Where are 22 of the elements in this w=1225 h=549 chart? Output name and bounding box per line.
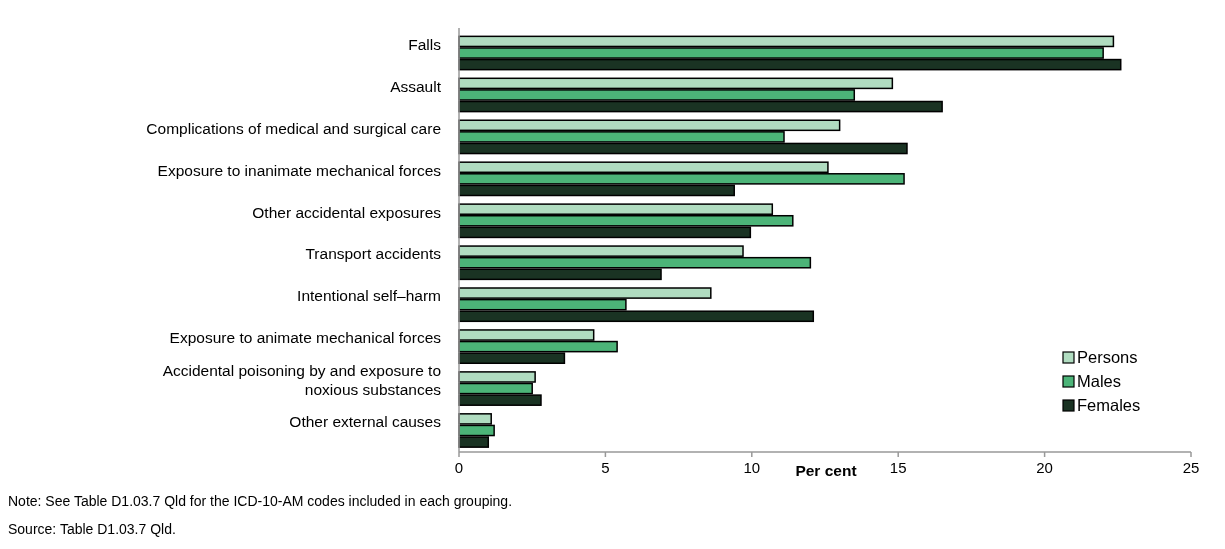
x-tick-label: 5 [601,459,610,476]
legend-label: Males [1077,372,1122,390]
x-tick-label: 10 [743,459,761,476]
x-tick-label: 25 [1182,459,1200,476]
x-tick-label: 20 [1036,459,1053,476]
y-tick-label: Other accidental exposures [252,203,442,221]
source-note: Source: Table D1.03.7 Qld. [8,521,176,537]
text: Note: See Table D1.03.7 Qld for the ICD-10-AM codes included in each grouping. [8,493,513,509]
y-tick-label: Transport accidents [305,245,442,263]
y-tick-label: Accidental poisoning by and exposure to noxious substances [162,362,442,399]
x-tick-label: 15 [889,459,907,476]
legend-label: Persons [1077,348,1138,366]
y-tick-label: Assault [390,77,442,95]
y-tick-label: Complications of medical and surgical care [146,119,441,137]
legend-label: Females [1077,396,1141,414]
y-tick-label: Exposure to inanimate mechanical forces [157,161,442,179]
x-tick-label: 0 [454,459,464,476]
y-tick-label: Intentional self–harm [297,287,441,305]
y-tick-label: Falls [408,35,442,53]
x-axis-title: Per cent [795,462,857,479]
y-tick-label: Other external causes [289,413,442,431]
y-tick-label: Exposure to animate mechanical forces [169,329,442,347]
